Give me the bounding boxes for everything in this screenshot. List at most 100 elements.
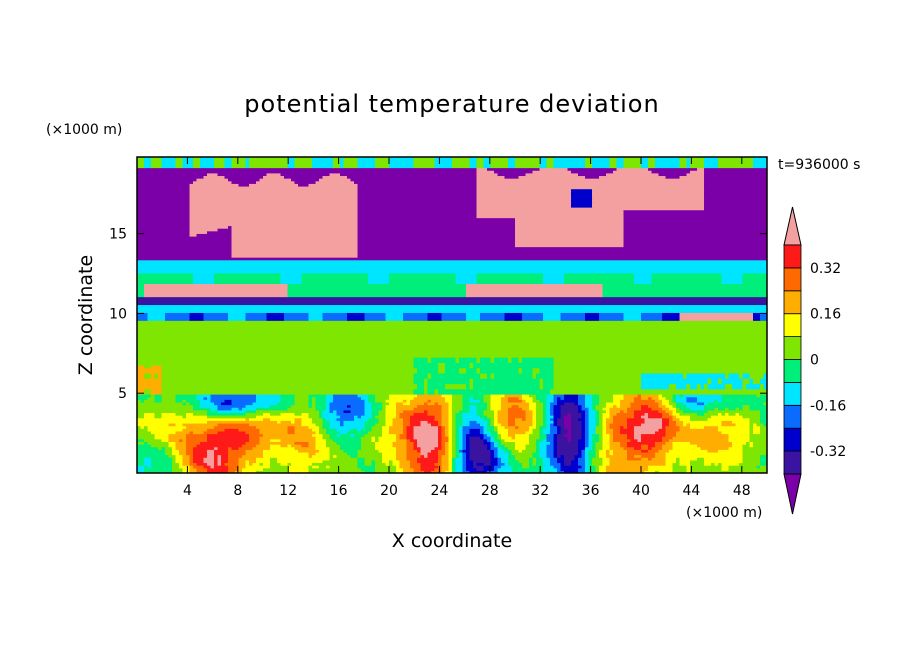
field-cell — [427, 317, 443, 321]
field-cell — [452, 415, 457, 419]
field-cell — [564, 420, 572, 424]
field-cell — [679, 425, 691, 429]
field-cell — [508, 412, 527, 416]
field-cell — [760, 459, 767, 464]
field-cell — [137, 299, 767, 303]
field-cell — [259, 436, 317, 440]
field-cell — [490, 417, 495, 421]
field-cell — [522, 367, 534, 371]
field-cell — [560, 396, 565, 400]
field-cell — [343, 164, 359, 169]
field-cell — [532, 370, 541, 374]
field-cell — [189, 225, 229, 229]
colorbar-tick-label: -0.32 — [810, 444, 846, 460]
field-cell — [161, 415, 184, 419]
field-cell — [676, 409, 684, 414]
field-cell — [536, 407, 544, 411]
field-cell — [476, 207, 705, 211]
field-cell — [357, 230, 516, 234]
field-cell — [616, 167, 649, 171]
field-cell — [242, 470, 257, 473]
field-cell — [368, 399, 376, 403]
field-cell — [228, 459, 240, 464]
field-cell — [588, 465, 597, 469]
field-cell — [749, 404, 767, 408]
field-cell — [641, 372, 684, 377]
field-cell — [326, 401, 331, 406]
field-cell — [585, 412, 590, 416]
field-cell — [326, 396, 334, 400]
field-cell — [217, 422, 250, 427]
field-cell — [137, 320, 767, 324]
field-cell — [686, 399, 698, 403]
field-cell — [476, 278, 544, 282]
field-cell — [137, 396, 149, 400]
field-cell — [294, 164, 313, 169]
field-cell — [623, 220, 767, 224]
field-cell — [263, 417, 271, 421]
field-cell — [350, 433, 355, 437]
field-cell — [161, 375, 415, 379]
field-cell — [609, 407, 628, 411]
field-cell — [231, 238, 359, 242]
field-cell — [245, 441, 261, 445]
field-cell — [144, 459, 152, 464]
field-cell — [466, 286, 604, 290]
field-cell — [578, 396, 586, 400]
field-cell — [658, 394, 663, 398]
field-cell — [308, 401, 313, 406]
field-cell — [137, 380, 163, 385]
field-cell — [630, 404, 642, 408]
field-cell — [196, 178, 229, 182]
field-cell — [676, 386, 688, 390]
field-cell — [459, 433, 464, 437]
field-cell — [571, 422, 583, 427]
field-cell — [452, 164, 471, 169]
field-cell — [137, 180, 194, 184]
field-cell — [749, 428, 754, 432]
field-cell — [469, 420, 478, 424]
field-cell — [543, 272, 565, 277]
field-cell — [326, 417, 338, 421]
field-cell — [564, 272, 635, 277]
field-cell — [420, 451, 429, 456]
field-cell — [462, 441, 467, 445]
field-cell — [238, 183, 250, 187]
field-cell — [207, 409, 219, 414]
field-cell — [203, 396, 208, 400]
field-cell — [483, 157, 492, 161]
field-cell — [553, 380, 642, 385]
field-cell — [399, 433, 408, 437]
field-cell — [137, 417, 247, 421]
field-cell — [357, 243, 516, 248]
field-cell — [536, 415, 544, 419]
field-cell — [452, 454, 457, 458]
field-cell — [518, 459, 530, 464]
field-cell — [399, 465, 411, 469]
field-cell — [413, 375, 429, 379]
field-cell — [389, 425, 404, 429]
field-cell — [245, 409, 257, 414]
field-cell — [452, 436, 457, 440]
field-cell — [326, 430, 341, 435]
field-cell — [382, 430, 390, 435]
field-cell — [137, 288, 145, 292]
field-cell — [462, 470, 471, 473]
field-cell — [483, 162, 492, 166]
field-cell — [455, 278, 478, 282]
field-cell — [413, 430, 439, 435]
field-cell — [536, 409, 544, 414]
field-cell — [536, 417, 544, 421]
field-cell — [245, 159, 250, 163]
field-cell — [504, 444, 516, 448]
field-cell — [448, 428, 453, 432]
field-cell — [207, 428, 226, 432]
field-cell — [217, 172, 268, 177]
field-cell — [357, 428, 362, 432]
field-cell — [553, 359, 767, 363]
field-cell — [186, 441, 201, 445]
field-cell — [389, 280, 457, 284]
field-cell — [455, 422, 464, 427]
field-cell — [623, 225, 767, 229]
field-cell — [704, 170, 767, 174]
